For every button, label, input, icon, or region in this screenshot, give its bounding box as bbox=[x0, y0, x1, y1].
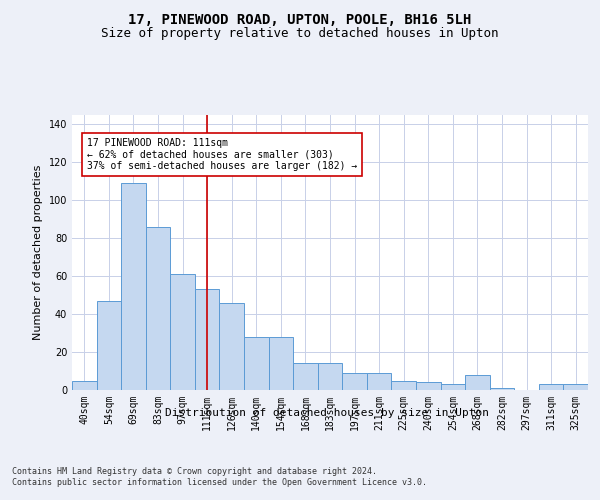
Text: Size of property relative to detached houses in Upton: Size of property relative to detached ho… bbox=[101, 28, 499, 40]
Text: 17 PINEWOOD ROAD: 111sqm
← 62% of detached houses are smaller (303)
37% of semi-: 17 PINEWOOD ROAD: 111sqm ← 62% of detach… bbox=[87, 138, 357, 171]
Bar bbox=[490, 388, 514, 390]
Bar bbox=[563, 384, 588, 390]
Bar bbox=[97, 301, 121, 390]
Bar bbox=[539, 384, 563, 390]
Bar bbox=[367, 373, 391, 390]
Bar bbox=[195, 290, 220, 390]
Bar bbox=[244, 337, 269, 390]
Bar bbox=[72, 380, 97, 390]
Bar bbox=[318, 364, 342, 390]
Bar bbox=[342, 373, 367, 390]
Text: Contains HM Land Registry data © Crown copyright and database right 2024.
Contai: Contains HM Land Registry data © Crown c… bbox=[12, 468, 427, 487]
Y-axis label: Number of detached properties: Number of detached properties bbox=[33, 165, 43, 340]
Bar bbox=[416, 382, 440, 390]
Bar bbox=[220, 303, 244, 390]
Bar bbox=[440, 384, 465, 390]
Bar bbox=[293, 364, 318, 390]
Bar bbox=[391, 380, 416, 390]
Text: Distribution of detached houses by size in Upton: Distribution of detached houses by size … bbox=[165, 408, 489, 418]
Bar bbox=[170, 274, 195, 390]
Bar bbox=[269, 337, 293, 390]
Bar bbox=[121, 184, 146, 390]
Text: 17, PINEWOOD ROAD, UPTON, POOLE, BH16 5LH: 17, PINEWOOD ROAD, UPTON, POOLE, BH16 5L… bbox=[128, 12, 472, 26]
Bar bbox=[465, 375, 490, 390]
Bar bbox=[146, 227, 170, 390]
